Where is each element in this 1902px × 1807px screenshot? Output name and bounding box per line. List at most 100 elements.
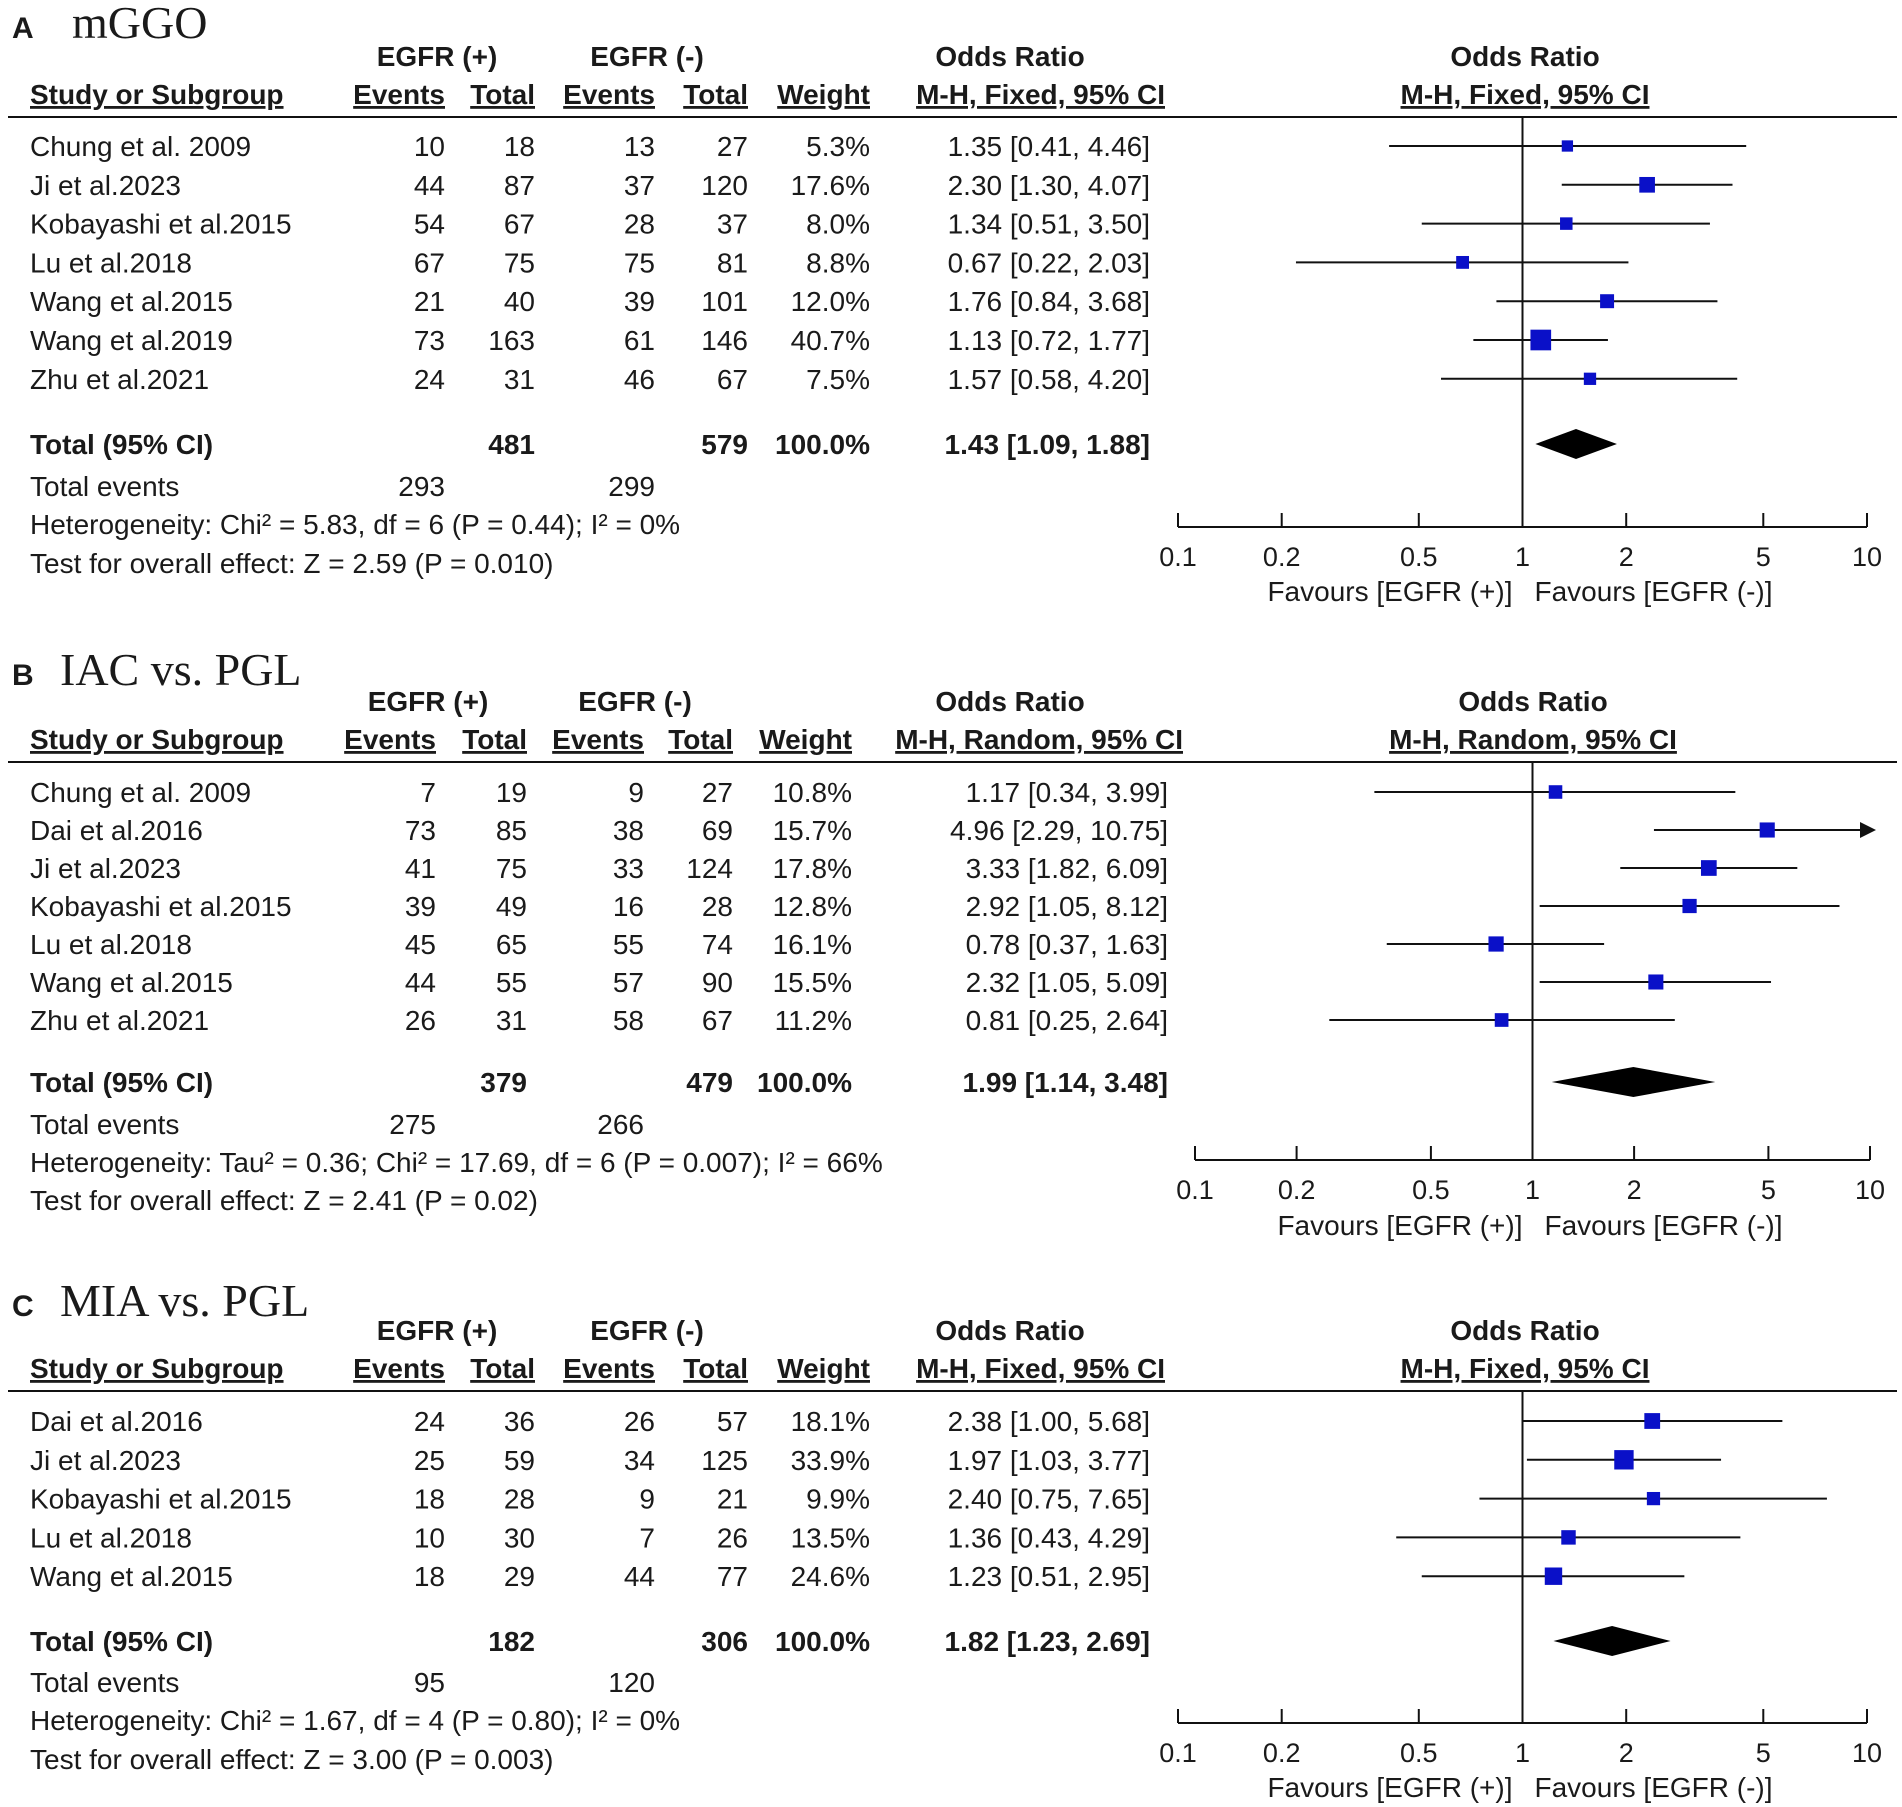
events-minus: 46 <box>624 364 655 395</box>
study-row: Dai et al.2016 73 85 38 69 15.7% 4.96 [2.29, 1… <box>30 815 1876 846</box>
total-plus-header: Total <box>462 724 527 755</box>
method-plot-header: M-H, Fixed, 95% CI <box>1401 79 1650 110</box>
total-events-label: Total events <box>30 1667 179 1698</box>
heterogeneity-text: Heterogeneity: Chi² = 1.67, df = 4 (P = … <box>30 1705 680 1736</box>
panel-letter: A <box>12 12 34 45</box>
total-plus: 87 <box>504 170 535 201</box>
total-plus: 30 <box>504 1522 535 1553</box>
x-tick-label: 0.5 <box>1412 1175 1450 1205</box>
weight-value: 18.1% <box>791 1406 870 1437</box>
total-plus: 31 <box>496 1005 527 1036</box>
total-events-label: Total events <box>30 471 179 502</box>
events-minus: 44 <box>624 1561 655 1592</box>
total-minus-header: Total <box>683 79 748 110</box>
study-row: Kobayashi et al.2015 18 28 9 21 9.9% 2.40 [0.7… <box>30 1484 1827 1515</box>
panel-c: C MIA vs. PGL EGFR (+) EGFR (-) Odds Ratio Od… <box>8 1275 1897 1803</box>
study-name: Zhu et al.2021 <box>30 1005 209 1036</box>
total-weight: 100.0% <box>775 1626 870 1657</box>
point-estimate-square <box>1488 936 1504 952</box>
point-estimate-square <box>1548 785 1563 799</box>
events-minus: 37 <box>624 170 655 201</box>
weight-value: 33.9% <box>791 1445 870 1476</box>
weight-value: 16.1% <box>773 929 852 960</box>
point-estimate-square <box>1494 1013 1509 1027</box>
or-ci-value: 0.81 [0.25, 2.64] <box>966 1005 1168 1036</box>
x-tick-label: 1 <box>1515 542 1530 572</box>
x-tick-label: 1 <box>1515 1738 1530 1768</box>
events-minus: 38 <box>613 815 644 846</box>
events-plus: 24 <box>414 364 445 395</box>
study-name: Wang et al.2019 <box>30 325 233 356</box>
total-plus: 55 <box>496 967 527 998</box>
x-tick-label: 5 <box>1756 542 1771 572</box>
events-minus: 39 <box>624 286 655 317</box>
favours-left-label: Favours [EGFR (+)] <box>1267 576 1512 607</box>
total-minus: 27 <box>717 131 748 162</box>
total-minus: 146 <box>701 325 748 356</box>
study-name: Lu et al.2018 <box>30 929 192 960</box>
panel-title: mGGO <box>72 0 207 48</box>
weight-value: 11.2% <box>775 1005 852 1036</box>
total-events-minus: 266 <box>597 1109 644 1140</box>
weight-value: 7.5% <box>806 364 870 395</box>
total-minus: 74 <box>702 929 733 960</box>
point-estimate-square <box>1561 1530 1576 1545</box>
or-ci-value: 1.13 [0.72, 1.77] <box>948 325 1150 356</box>
events-minus: 16 <box>613 891 644 922</box>
panel-letter: B <box>12 659 34 692</box>
total-label: Total (95% CI) <box>30 1626 213 1657</box>
total-row: Total (95% CI) 379 479 100.0% 1.99 [1.14, 3.… <box>30 1067 1716 1098</box>
study-name: Ji et al.2023 <box>30 1445 181 1476</box>
total-minus: 28 <box>702 891 733 922</box>
events-plus: 44 <box>414 170 445 201</box>
x-tick-label: 0.1 <box>1159 1738 1197 1768</box>
total-weight: 100.0% <box>757 1067 852 1098</box>
or-ci-value: 1.97 [1.03, 3.77] <box>948 1445 1150 1476</box>
weight-value: 40.7% <box>791 325 870 356</box>
study-row: Wang et al.2019 73 163 61 146 40.7% 1.13 [0.72… <box>30 325 1608 356</box>
weight-header: Weight <box>777 79 870 110</box>
or-ci-value: 1.34 [0.51, 3.50] <box>948 209 1150 240</box>
overall-effect-text: Test for overall effect: Z = 3.00 (P = 0… <box>30 1744 553 1775</box>
weight-value: 15.7% <box>773 815 852 846</box>
total-row: Total (95% CI) 481 579 100.0% 1.43 [1.09, 1.… <box>30 429 1617 460</box>
study-row: Lu et al.2018 67 75 75 81 8.8% 0.67 [0.22, 2.0… <box>30 247 1629 278</box>
total-minus: 37 <box>717 209 748 240</box>
method-header: M-H, Fixed, 95% CI <box>916 79 1165 110</box>
study-row: Lu et al.2018 45 65 55 74 16.1% 0.78 [0.37, 1.… <box>30 929 1605 960</box>
odds-ratio-plot-header: Odds Ratio <box>1450 1315 1599 1346</box>
total-events-minus: 120 <box>608 1667 655 1698</box>
events-plus: 18 <box>414 1561 445 1592</box>
total-label: Total (95% CI) <box>30 1067 213 1098</box>
total-events-plus: 95 <box>414 1667 445 1698</box>
study-name: Kobayashi et al.2015 <box>30 209 292 240</box>
x-tick-label: 0.5 <box>1400 1738 1438 1768</box>
study-row: Ji et al.2023 25 59 34 125 33.9% 1.97 [1.03, 3… <box>30 1445 1722 1476</box>
total-minus: 69 <box>702 815 733 846</box>
point-estimate-square <box>1700 860 1717 876</box>
study-name: Wang et al.2015 <box>30 967 233 998</box>
events-minus-header: Events <box>563 79 655 110</box>
point-estimate-square <box>1759 822 1775 838</box>
study-row: Wang et al.2015 18 29 44 77 24.6% 1.23 [0.51, … <box>30 1561 1685 1592</box>
events-minus: 58 <box>613 1005 644 1036</box>
x-tick-label: 0.2 <box>1263 1738 1301 1768</box>
events-minus: 33 <box>613 853 644 884</box>
events-minus: 57 <box>613 967 644 998</box>
total-minus-sum: 579 <box>701 429 748 460</box>
or-ci-value: 2.30 [1.30, 4.07] <box>948 170 1150 201</box>
weight-value: 17.8% <box>773 853 852 884</box>
weight-value: 8.8% <box>806 247 870 278</box>
total-minus: 26 <box>717 1522 748 1553</box>
study-row: Chung et al. 2009 10 18 13 27 5.3% 1.35 [0.41,… <box>30 131 1747 162</box>
study-name: Dai et al.2016 <box>30 1406 203 1437</box>
point-estimate-square <box>1560 217 1573 230</box>
total-or-ci: 1.43 [1.09, 1.88] <box>945 429 1150 460</box>
total-minus-sum: 306 <box>701 1626 748 1657</box>
events-plus: 25 <box>414 1445 445 1476</box>
or-ci-value: 3.33 [1.82, 6.09] <box>966 853 1168 884</box>
method-header: M-H, Fixed, 95% CI <box>916 1353 1165 1384</box>
x-tick-label: 10 <box>1855 1175 1885 1205</box>
